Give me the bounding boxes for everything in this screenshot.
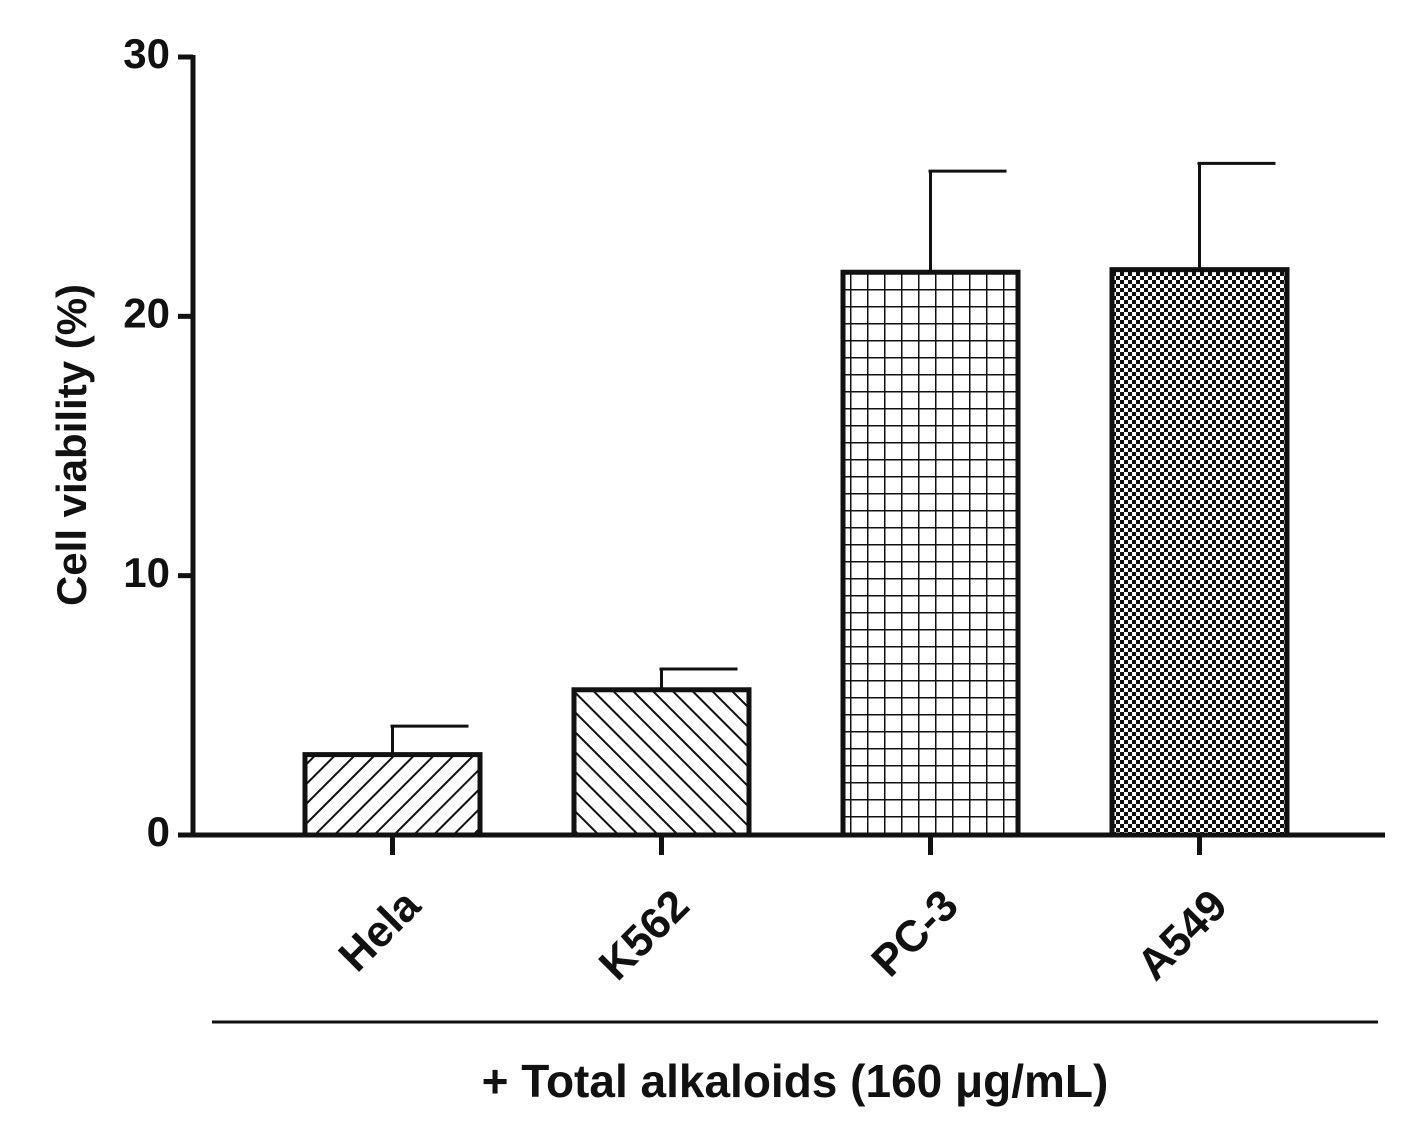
y-axis-title: Cell viability (%): [48, 284, 95, 606]
x-tick-label: K562: [590, 881, 699, 990]
bar: [840, 269, 1021, 838]
bar: [302, 752, 483, 838]
y-tick-label: 20: [123, 289, 170, 336]
y-tick-label: 10: [123, 549, 170, 596]
x-tick-label: Hela: [329, 880, 430, 981]
bar: [571, 687, 752, 838]
x-group-label: + Total alkaloids (160 μg/mL): [482, 1055, 1109, 1107]
x-tick-label: PC-3: [862, 881, 968, 987]
y-tick-label: 0: [147, 808, 170, 855]
x-tick-label: A549: [1128, 881, 1237, 990]
bar: [1109, 267, 1290, 838]
y-tick-label: 30: [123, 30, 170, 77]
